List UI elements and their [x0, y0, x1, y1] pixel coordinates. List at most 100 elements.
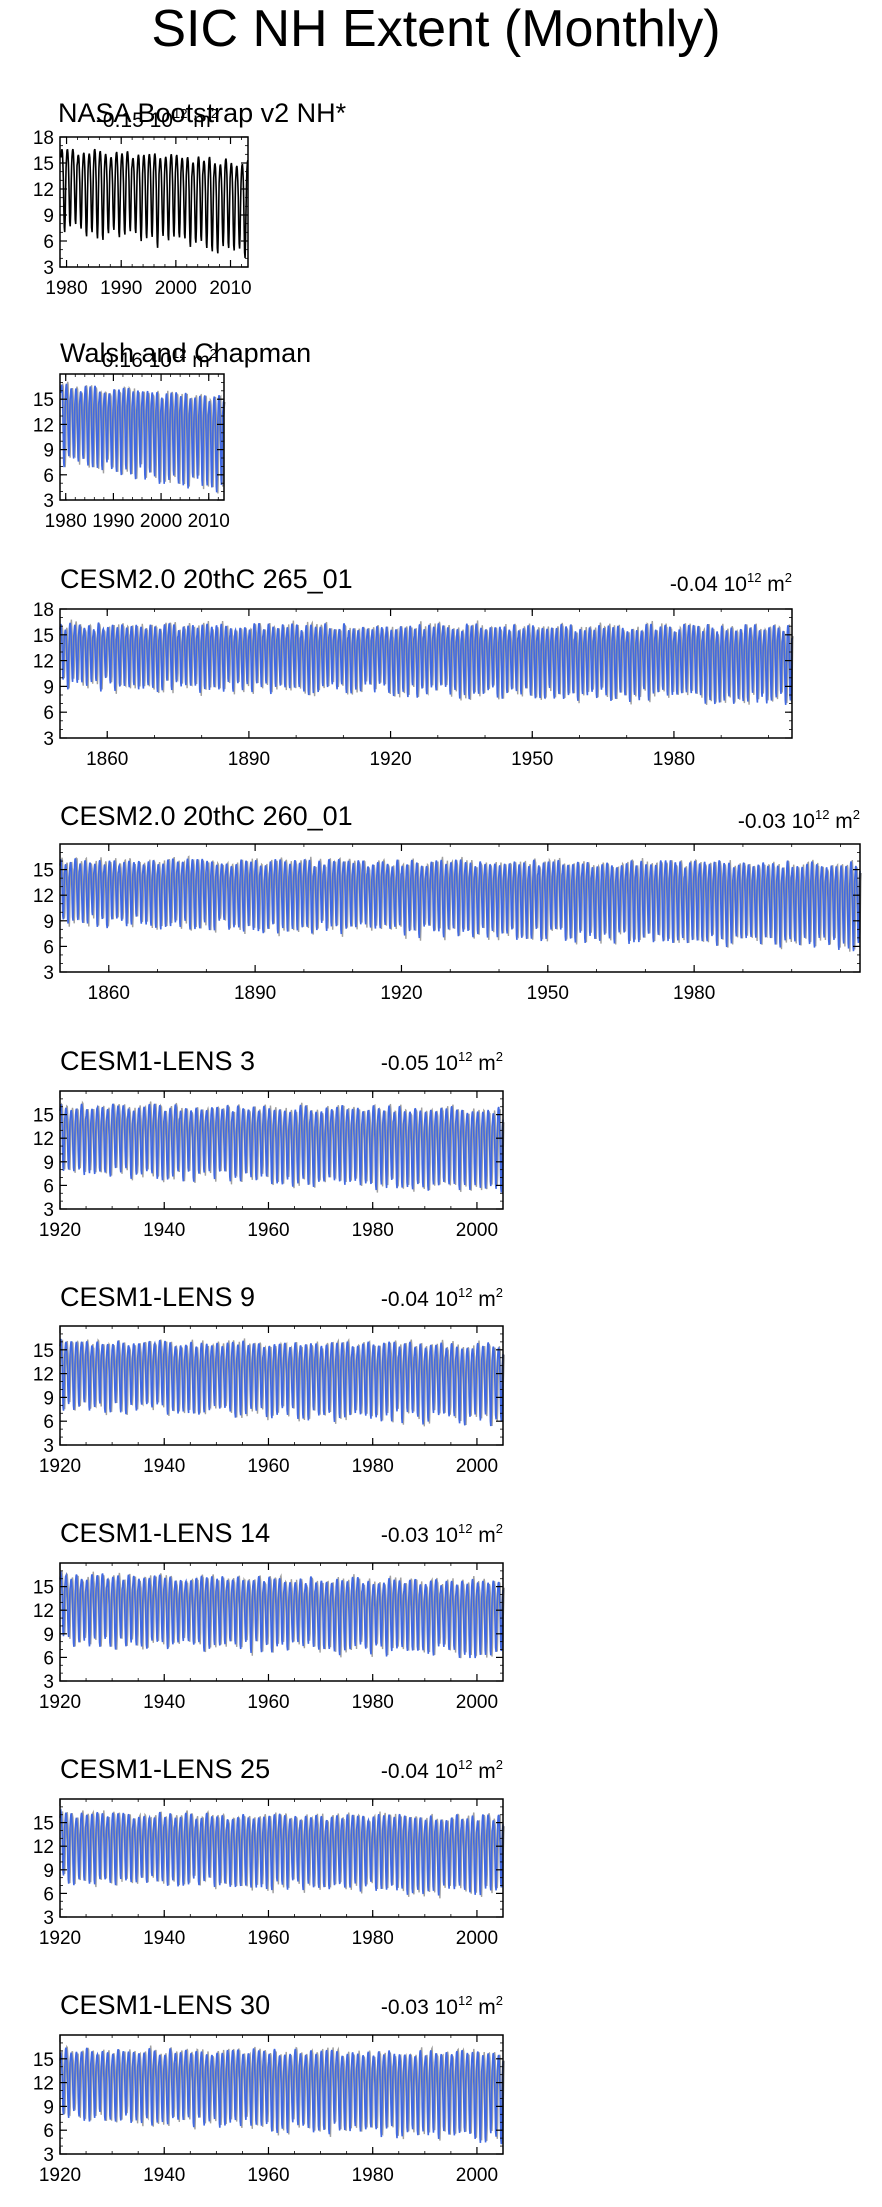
y-tick-label: 9	[43, 677, 54, 698]
x-tick-label: 1980	[352, 1456, 394, 1477]
plot-frame	[59, 1562, 504, 1682]
series-line	[59, 2047, 504, 2145]
x-tick-label: 2000	[155, 278, 197, 299]
x-tick-label: 1950	[511, 749, 553, 770]
panel-title: CESM1-LENS 9	[60, 1282, 255, 1312]
y-tick-label: 9	[43, 1861, 54, 1882]
x-tick-label: 1950	[527, 983, 569, 1004]
y-tick-label: 3	[43, 729, 54, 750]
y-tick-label: 9	[43, 912, 54, 933]
x-tick-label: 1990	[92, 511, 134, 532]
y-tick-label: 6	[43, 1648, 54, 1669]
trend-label: -0.04 1012 m2	[670, 570, 792, 596]
series-line	[59, 622, 793, 705]
y-tick-label: 12	[33, 180, 54, 201]
x-tick-label: 1980	[352, 1692, 394, 1713]
main-title: SIC NH Extent (Monthly)	[151, 0, 720, 58]
y-tick-label: 18	[33, 128, 54, 149]
x-tick-label: 1980	[45, 278, 87, 299]
series-line	[59, 1103, 504, 1193]
x-tick-label: 2000	[456, 1928, 498, 1949]
chart-panel-2: Walsh and Chapman-0.16 1012 m2 3 6 9 12 15 198…	[33, 338, 311, 532]
y-tick-label: 3	[43, 1436, 54, 1457]
y-tick-label: 9	[43, 1153, 54, 1174]
panel-title: CESM2.0 20thC 265_01	[60, 564, 353, 594]
y-tick-label: 3	[43, 1672, 54, 1693]
x-tick-label: 1890	[234, 983, 276, 1004]
y-tick-label: 6	[43, 1176, 54, 1197]
trend-label: -0.04 1012 m2	[381, 1757, 503, 1783]
y-tick-label: 15	[33, 626, 54, 647]
y-tick-label: 12	[33, 1365, 54, 1386]
y-tick-label: 6	[43, 703, 54, 724]
x-tick-label: 1920	[39, 1456, 81, 1477]
x-tick-label: 1940	[143, 1220, 185, 1241]
y-tick-label: 15	[33, 154, 54, 175]
x-tick-label: 1980	[673, 983, 715, 1004]
x-tick-label: 1940	[143, 1692, 185, 1713]
y-tick-label: 9	[43, 2097, 54, 2118]
plot-frame	[59, 1325, 504, 1446]
x-tick-label: 1980	[352, 1928, 394, 1949]
y-tick-label: 15	[33, 1106, 54, 1127]
y-tick-label: 15	[33, 1341, 54, 1362]
panel-title: CESM1-LENS 14	[60, 1518, 270, 1548]
y-tick-label: 15	[33, 1814, 54, 1835]
x-tick-label: 1960	[247, 2165, 289, 2186]
y-tick-label: 9	[43, 441, 54, 462]
series-line	[59, 1570, 504, 1659]
y-tick-label: 3	[43, 2145, 54, 2166]
chart-panel-6: CESM1-LENS 9 -0.04 1012 m2 3 6 912 15 1920 1940…	[33, 1282, 505, 1477]
y-tick-label: 3	[43, 963, 54, 984]
x-tick-label: 1960	[247, 1928, 289, 1949]
x-tick-label: 2000	[456, 2165, 498, 2186]
y-tick-label: 15	[33, 390, 54, 411]
trend-label: -0.05 1012 m2	[381, 1049, 503, 1075]
x-tick-label: 1920	[39, 2165, 81, 2186]
y-tick-label: 6	[43, 2121, 54, 2142]
x-tick-label: 1920	[369, 749, 411, 770]
plot-frame	[59, 1090, 504, 1210]
y-tick-label: 12	[33, 2074, 54, 2095]
y-tick-label: 6	[43, 937, 54, 958]
panel-title: CESM1-LENS 25	[60, 1754, 270, 1784]
panels: NASA Bootstrap v2 NH*-0.15 1012 m2369121…	[33, 98, 862, 2186]
y-tick-label: 3	[43, 1200, 54, 1221]
series-line	[60, 383, 225, 493]
x-tick-label: 2000	[456, 1220, 498, 1241]
y-tick-label: 9	[43, 206, 54, 227]
plot-frame	[59, 843, 861, 973]
chart-panel-3: CESM2.0 20thC 265_01 -0.04 1012 m2 3 6 9 12 15…	[33, 564, 794, 770]
series-line	[59, 1808, 504, 1896]
y-tick-label: 12	[33, 415, 54, 436]
x-tick-label: 1960	[247, 1456, 289, 1477]
y-tick-label: 12	[33, 1129, 54, 1150]
x-tick-label: 2000	[456, 1692, 498, 1713]
y-tick-label: 3	[43, 258, 54, 279]
y-tick-label: 12	[33, 1837, 54, 1858]
y-tick-label: 3	[43, 491, 54, 512]
series-line	[59, 858, 861, 952]
plot-frame	[59, 1798, 504, 1918]
trend-label: -0.03 1012 m2	[738, 807, 860, 833]
series-line	[59, 1338, 504, 1427]
x-tick-label: 1920	[39, 1928, 81, 1949]
x-tick-label: 1920	[380, 983, 422, 1004]
series-line	[60, 148, 249, 259]
y-tick-label: 6	[43, 1412, 54, 1433]
x-tick-label: 1990	[100, 278, 142, 299]
y-tick-label: 15	[33, 2050, 54, 2071]
x-tick-label: 1980	[352, 2165, 394, 2186]
panel-title: Walsh and Chapman	[60, 338, 311, 368]
trend-label: -0.04 1012 m2	[381, 1285, 503, 1311]
y-tick-label: 15	[33, 1578, 54, 1599]
y-tick-label: 6	[43, 1884, 54, 1905]
y-tick-label: 9	[43, 1625, 54, 1646]
x-tick-label: 1960	[247, 1220, 289, 1241]
x-tick-label: 1940	[143, 1928, 185, 1949]
x-tick-label: 1980	[45, 511, 87, 532]
y-tick-label: 9	[43, 1388, 54, 1409]
x-tick-label: 2010	[209, 278, 251, 299]
